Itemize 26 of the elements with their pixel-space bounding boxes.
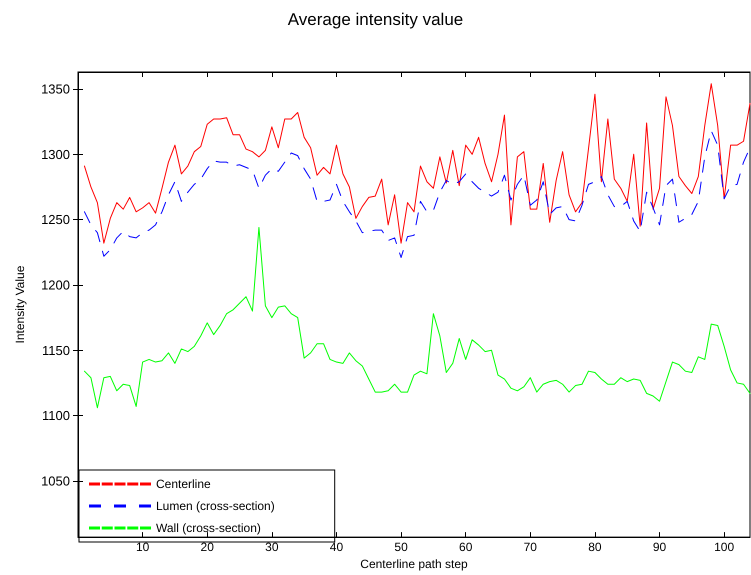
line-series <box>84 83 750 244</box>
y-tick-label: 1150 <box>42 342 70 358</box>
x-tick-label: 40 <box>330 540 344 554</box>
x-tick-label: 30 <box>265 540 279 554</box>
line-series <box>84 130 750 258</box>
x-tick-label: 100 <box>714 540 734 554</box>
x-tick-label: 70 <box>524 540 538 554</box>
x-tick-label: 60 <box>459 540 473 554</box>
x-tick-label: 80 <box>588 540 602 554</box>
x-tick-label: 10 <box>136 540 150 554</box>
y-axis-title: Intensity Value <box>13 265 27 344</box>
x-axis-title: Centerline path step <box>360 557 468 571</box>
x-tick-label: 50 <box>394 540 408 554</box>
line-series <box>84 226 750 408</box>
y-tick-label: 1200 <box>41 277 70 292</box>
legend-label: Lumen (cross-section) <box>156 499 275 513</box>
y-tick-label: 1250 <box>41 212 70 228</box>
legend-label: Wall (cross-section) <box>156 521 261 535</box>
y-tick-label: 1350 <box>41 81 70 96</box>
x-tick-label: 20 <box>200 540 214 554</box>
y-tick-label: 1050 <box>41 473 70 488</box>
legend-label: Centerline <box>156 477 212 491</box>
x-tick-label: 90 <box>652 540 667 554</box>
chart-title: Average intensity value <box>288 10 464 29</box>
y-tick-label: 1300 <box>41 146 70 162</box>
y-tick-label: 1100 <box>42 408 70 424</box>
